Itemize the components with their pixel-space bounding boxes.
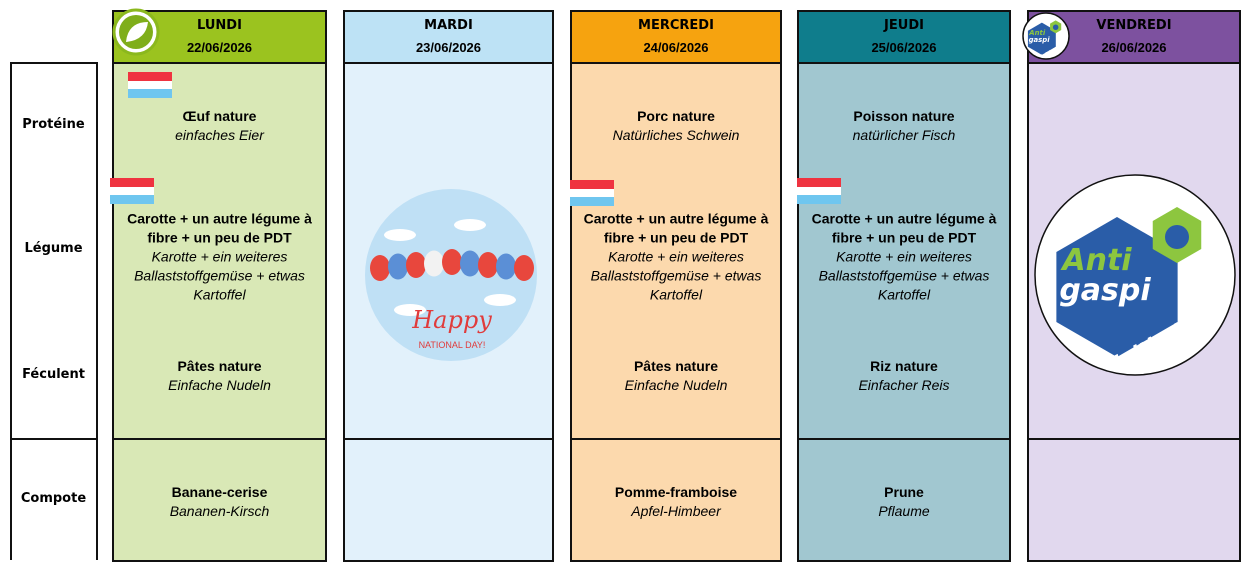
day-date: 24/06/2026 bbox=[643, 40, 709, 55]
dish-de: Einfache Nudeln bbox=[168, 377, 271, 393]
day-header: LUNDI 22/06/2026 bbox=[112, 10, 327, 64]
dish-de: Einfacher Reis bbox=[858, 377, 950, 393]
dish: Carotte + un autre légume à fibre + un p… bbox=[116, 210, 323, 305]
dish-fr: Carotte + un autre légume à fibre + un p… bbox=[811, 210, 997, 246]
day-body bbox=[797, 62, 1011, 440]
dish-de: Karotte + ein weiteres Ballaststoffgemüs… bbox=[590, 248, 762, 303]
dish: Porc nature Natürliches Schwein bbox=[574, 107, 778, 145]
day-body bbox=[797, 438, 1011, 562]
day-body bbox=[112, 438, 327, 562]
dish-de: einfaches Eier bbox=[175, 127, 264, 143]
day-body bbox=[1027, 62, 1241, 440]
day-body bbox=[343, 62, 554, 440]
dish: Carotte + un autre légume à fibre + un p… bbox=[574, 210, 778, 305]
dish-de: Pflaume bbox=[878, 503, 930, 519]
day-body bbox=[570, 438, 782, 562]
dish: Carotte + un autre légume à fibre + un p… bbox=[801, 210, 1007, 305]
day-name: LUNDI bbox=[197, 18, 242, 33]
day-date: 22/06/2026 bbox=[186, 40, 253, 55]
day-date: 25/06/2026 bbox=[871, 40, 937, 55]
day-date: 23/06/2026 bbox=[415, 40, 482, 55]
dish-fr: Œuf nature bbox=[182, 108, 257, 124]
dish-fr: Pâtes nature bbox=[177, 358, 262, 374]
day-name: VENDREDI bbox=[1096, 18, 1172, 33]
day-name: MERCREDI bbox=[638, 18, 714, 33]
dish-fr: Poisson nature bbox=[853, 108, 955, 124]
day-header: MARDI 23/06/2026 bbox=[343, 10, 554, 64]
dish-fr: Prune bbox=[884, 484, 924, 500]
row-label: Légume bbox=[24, 241, 83, 256]
dish-de: Natürliches Schwein bbox=[612, 127, 740, 143]
dish: Riz nature Einfacher Reis bbox=[801, 357, 1007, 395]
dish-de: Bananen-Kirsch bbox=[169, 503, 270, 519]
dish-fr: Porc nature bbox=[637, 108, 715, 124]
dish: Œuf nature einfaches Eier bbox=[116, 107, 323, 145]
dish: Prune Pflaume bbox=[801, 483, 1007, 521]
day-date: 26/06/2026 bbox=[1101, 40, 1167, 55]
dish-fr: Pâtes nature bbox=[633, 358, 719, 374]
day-name: JEUDI bbox=[884, 18, 924, 33]
day-body bbox=[570, 62, 782, 440]
dish-de: Karotte + ein weiteres Ballaststoffgemüs… bbox=[818, 248, 990, 303]
dish-fr: Riz nature bbox=[870, 358, 938, 374]
day-name: MARDI bbox=[424, 18, 473, 33]
row-label: Protéine bbox=[22, 117, 85, 132]
dish-fr: Pomme-framboise bbox=[614, 484, 738, 500]
dish: Poisson nature natürlicher Fisch bbox=[801, 107, 1007, 145]
dish-fr: Carotte + un autre légume à fibre + un p… bbox=[127, 210, 312, 246]
dish-de: Einfache Nudeln bbox=[624, 377, 728, 393]
day-header: JEUDI 25/06/2026 bbox=[797, 10, 1011, 64]
dish: Pâtes nature Einfache Nudeln bbox=[116, 357, 323, 395]
dish: Pâtes nature Einfache Nudeln bbox=[574, 357, 778, 395]
row-label: Compote bbox=[20, 491, 87, 506]
dish-fr: Carotte + un autre légume à fibre + un p… bbox=[583, 210, 769, 246]
dish-fr: Banane-cerise bbox=[171, 484, 268, 500]
day-body bbox=[343, 438, 554, 562]
dish-de: natürlicher Fisch bbox=[852, 127, 956, 143]
row-label: Féculent bbox=[22, 367, 85, 382]
day-header: MERCREDI 24/06/2026 bbox=[570, 10, 782, 64]
dish-de: Apfel-Himbeer bbox=[631, 503, 721, 519]
dish: Pomme-framboise Apfel-Himbeer bbox=[574, 483, 778, 521]
day-body bbox=[1027, 438, 1241, 562]
day-body bbox=[112, 62, 327, 440]
dish: Banane-cerise Bananen-Kirsch bbox=[116, 483, 323, 521]
dish-de: Karotte + ein weiteres Ballaststoffgemüs… bbox=[134, 248, 305, 303]
day-header: VENDREDI 26/06/2026 bbox=[1027, 10, 1241, 64]
label-box bbox=[10, 438, 98, 560]
